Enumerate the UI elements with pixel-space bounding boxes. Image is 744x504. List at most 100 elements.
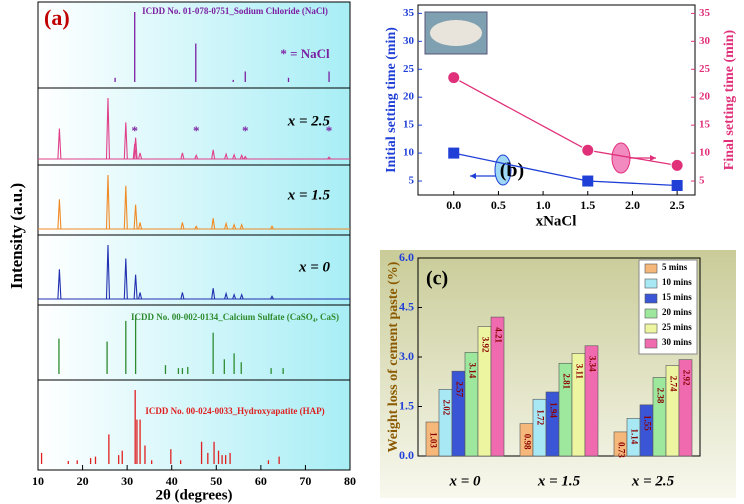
legend-label: 5 mins — [662, 262, 688, 272]
y-tick-label: 25 — [403, 63, 415, 75]
diffraction-peak — [138, 292, 143, 300]
diffraction-peak — [243, 155, 248, 160]
value-label: 0.98 — [522, 434, 532, 450]
diffraction-peak — [211, 149, 216, 160]
legend-swatch — [644, 308, 658, 319]
y2-axis-label: Final setting time (min) — [722, 29, 737, 170]
panel-label: (b) — [500, 160, 524, 182]
pattern-label: x = 1.5 — [287, 187, 331, 203]
diffraction-peak — [224, 221, 229, 230]
legend-label: 10 mins — [662, 277, 692, 287]
panel-a-frame — [37, 1, 351, 471]
diffraction-peak — [224, 291, 229, 300]
diffraction-peak — [133, 274, 138, 300]
x-tick-label: 1.5 — [580, 198, 595, 212]
legend-label: 20 mins — [662, 307, 692, 317]
y-tick-label: 3.0 — [399, 349, 414, 363]
arrowhead — [650, 155, 656, 161]
value-label: 0.73 — [616, 442, 626, 458]
bar — [532, 398, 547, 457]
square-marker — [582, 175, 594, 187]
value-label: 1.94 — [548, 402, 558, 418]
y2-tick-label: 30 — [699, 35, 711, 47]
diffraction-peak — [232, 293, 237, 300]
x-tick-label: 50 — [210, 474, 222, 488]
circle-marker — [447, 71, 461, 85]
y-axis-label: Initial setting time (min) — [384, 27, 399, 173]
panel-label: (a) — [44, 5, 70, 30]
x-tick-label: x = 2.5 — [631, 473, 675, 489]
arrowhead — [470, 173, 476, 179]
x-tick-label: 1.0 — [536, 198, 551, 212]
y2-tick-label: 15 — [699, 119, 711, 131]
nacl-marker: * — [131, 123, 138, 138]
bar — [678, 359, 693, 457]
diffraction-peak — [194, 225, 199, 230]
series-ellipse — [611, 142, 631, 174]
legend-label: 30 mins — [662, 337, 692, 347]
x-tick-label: x = 1.5 — [537, 473, 581, 489]
value-label: 2.57 — [454, 381, 464, 397]
value-label: 1.03 — [428, 432, 438, 448]
x-tick-label: 60 — [255, 474, 267, 488]
x-tick-label: 10 — [32, 474, 44, 488]
value-label: 3.34 — [587, 356, 597, 372]
diffraction-peak — [105, 97, 111, 160]
pattern-label: ICDD No. 00-024-0033_Hydroxyapatite (HAP… — [145, 406, 324, 416]
diffraction-peak — [239, 223, 244, 230]
y-tick-label: 10 — [403, 147, 415, 159]
diffraction-peak — [270, 295, 274, 300]
value-label: 1.55 — [642, 415, 652, 431]
value-label: 3.92 — [480, 337, 490, 353]
diffraction-peak — [180, 152, 185, 160]
diffraction-peak — [123, 258, 128, 300]
x-tick-label: 2.0 — [625, 198, 640, 212]
y-tick-label: 20 — [403, 91, 415, 103]
x-axis-label: xNaCl — [536, 213, 577, 229]
x-tick-label: 80 — [344, 474, 356, 488]
legend-note: * = NaCl — [280, 46, 330, 61]
y-axis-label: Intensity (a.u.) — [7, 183, 26, 289]
y-tick-label: 4.5 — [399, 299, 414, 313]
y2-tick-label: 35 — [699, 7, 711, 19]
legend-box — [638, 259, 698, 355]
pattern-label: ICDD No. 01-078-0751_Sodium Chloride (Na… — [142, 6, 328, 16]
diffraction-peak — [138, 222, 143, 230]
diffraction-peak — [138, 152, 143, 160]
panel-label: (c) — [426, 268, 448, 290]
diffraction-peak — [239, 153, 244, 160]
y-tick-label: 5 — [409, 175, 415, 187]
diffraction-peak — [180, 292, 185, 300]
diffraction-peak — [57, 199, 62, 230]
diffraction-peak — [57, 128, 62, 160]
nacl-marker: * — [326, 123, 333, 138]
x-tick-label: 30 — [121, 474, 133, 488]
diffraction-peak — [123, 185, 128, 230]
x-tick-label: 2.5 — [670, 198, 685, 212]
x-tick-label: 70 — [299, 474, 311, 488]
legend-swatch — [644, 278, 658, 289]
diffraction-peak — [239, 293, 244, 300]
y2-tick-label: 10 — [699, 147, 711, 159]
legend-swatch — [644, 338, 658, 349]
value-label: 4.21 — [493, 327, 503, 343]
y-tick-label: 1.5 — [399, 398, 414, 412]
y-tick-label: 0.0 — [399, 448, 414, 462]
x-tick-label: 0.0 — [446, 198, 461, 212]
diffraction-peak — [180, 222, 185, 230]
y-axis-label: Weight loss of cement paste (%) — [386, 261, 401, 452]
legend-swatch — [644, 293, 658, 304]
diffraction-peak — [57, 269, 62, 300]
y-tick-label: 15 — [403, 119, 415, 131]
legend-label: 25 mins — [662, 322, 692, 332]
value-label: 1.14 — [629, 429, 639, 445]
bar — [490, 316, 505, 457]
diffraction-peak — [232, 153, 237, 160]
inset-sample — [430, 20, 482, 46]
value-label: 2.74 — [668, 376, 678, 392]
x-axis-label: 2θ (degrees) — [155, 487, 232, 503]
y2-tick-label: 25 — [699, 63, 711, 75]
value-label: 2.38 — [655, 388, 665, 404]
